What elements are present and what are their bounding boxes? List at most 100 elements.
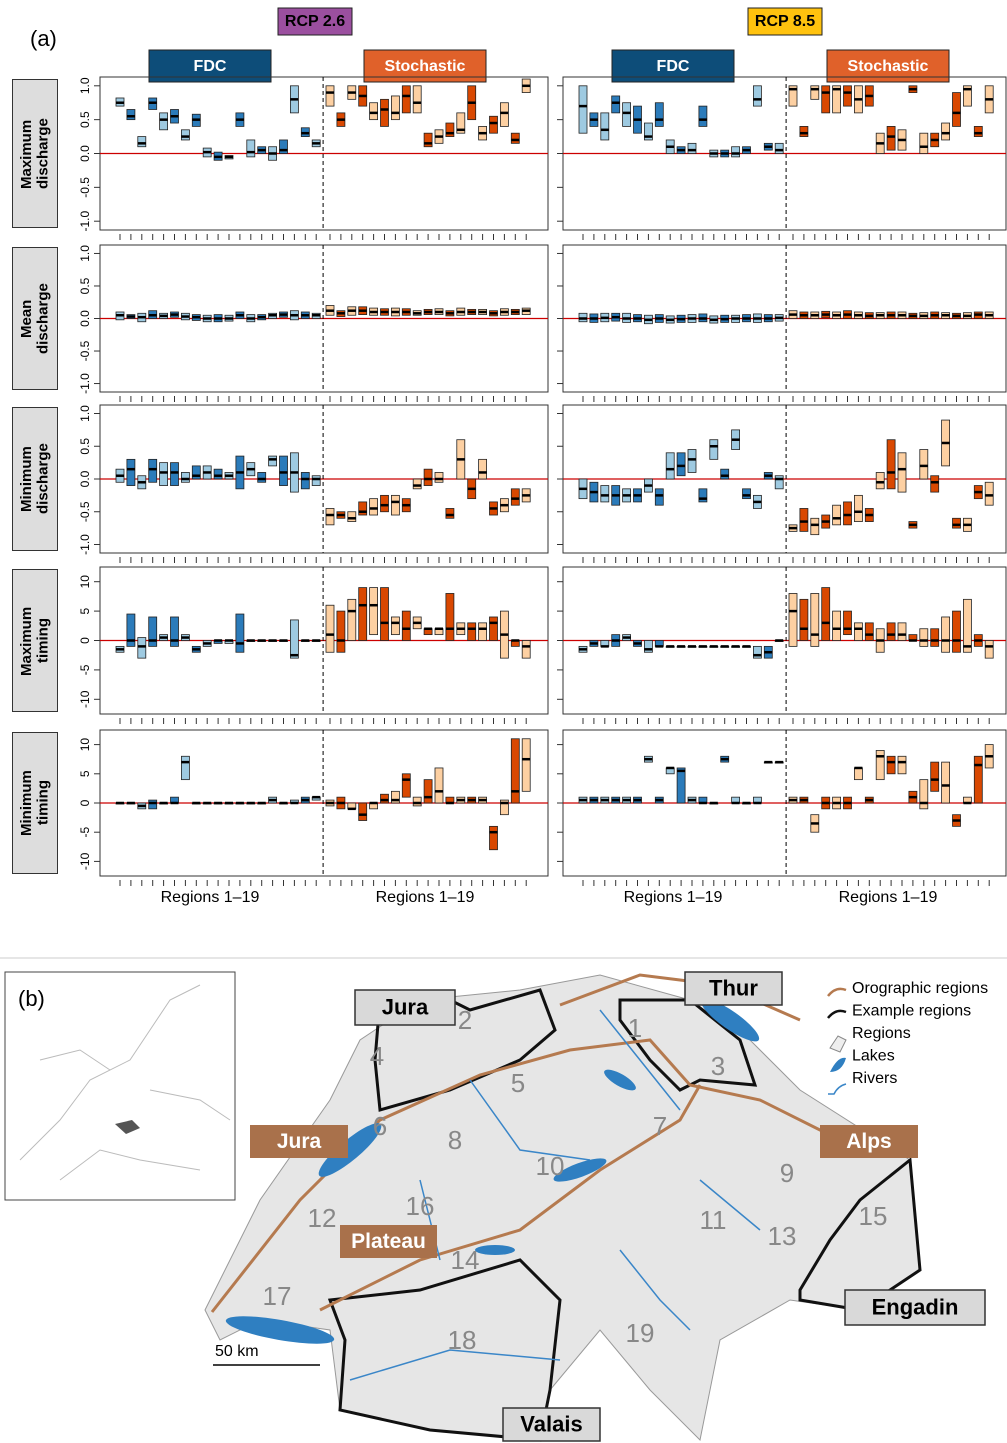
box xyxy=(985,641,993,659)
box xyxy=(920,450,928,479)
row-label-box: Minimum timing xyxy=(12,732,58,874)
box xyxy=(381,588,389,641)
x-axis-label: Regions 1–19 xyxy=(161,889,260,906)
region-number: 13 xyxy=(768,1221,797,1251)
example-region-label: Jura xyxy=(382,994,429,1019)
box xyxy=(348,512,356,522)
box xyxy=(402,86,410,113)
box xyxy=(138,137,146,147)
box xyxy=(666,453,674,479)
box xyxy=(214,469,222,479)
box xyxy=(181,130,189,140)
box xyxy=(655,489,663,505)
box xyxy=(688,450,696,473)
box xyxy=(424,133,432,147)
box xyxy=(753,86,761,106)
box xyxy=(258,472,266,482)
region-number: 19 xyxy=(626,1318,655,1348)
x-axis-label: Regions 1–19 xyxy=(376,889,475,906)
orographic-region-label: Alps xyxy=(846,1130,892,1153)
box xyxy=(942,123,950,140)
box xyxy=(822,86,830,113)
box xyxy=(898,756,906,774)
box xyxy=(985,482,993,505)
box xyxy=(775,476,783,489)
box xyxy=(844,86,852,106)
box xyxy=(490,826,498,849)
box xyxy=(359,803,367,821)
box xyxy=(381,99,389,126)
legend-label: Example regions xyxy=(852,1003,971,1020)
y-tick-label: 0.0 xyxy=(78,470,92,487)
y-tick-label: -0.5 xyxy=(78,340,92,361)
y-tick-label: 10 xyxy=(78,738,92,752)
row-label-box: Mean discharge xyxy=(12,247,58,390)
box xyxy=(800,508,808,531)
region-number: 3 xyxy=(711,1051,725,1081)
box xyxy=(413,797,421,806)
box xyxy=(424,469,432,485)
figure: (a) 50 km (b) 12345678910111213141516171… xyxy=(0,0,1007,1443)
box xyxy=(974,756,982,803)
box xyxy=(974,126,982,136)
box xyxy=(500,103,508,127)
box xyxy=(789,593,797,646)
panel-label: (a) xyxy=(30,26,57,51)
y-tick-label: 1.0 xyxy=(78,405,92,422)
y-tick-label: 0 xyxy=(78,637,92,644)
box xyxy=(247,140,255,157)
box xyxy=(833,505,841,525)
region-number: 6 xyxy=(373,1111,387,1141)
box xyxy=(468,623,476,641)
y-tick-label: -10 xyxy=(78,690,92,708)
box xyxy=(424,780,432,803)
row-label: Minimum timing xyxy=(19,753,52,853)
row-label-box: Maximum timing xyxy=(12,569,58,712)
row-label: Maximum timing xyxy=(19,591,52,691)
y-tick-label: -1.0 xyxy=(78,534,92,555)
example-region-label: Engadin xyxy=(872,1294,959,1319)
figure-canvas: (a) 50 km (b) 12345678910111213141516171… xyxy=(0,0,1007,1443)
box xyxy=(931,476,939,492)
box xyxy=(490,116,498,133)
box xyxy=(920,133,928,153)
box xyxy=(811,593,819,646)
region-number: 17 xyxy=(263,1281,292,1311)
box xyxy=(402,774,410,797)
y-tick-label: 0.0 xyxy=(78,310,92,327)
box xyxy=(963,599,971,652)
box xyxy=(326,86,334,106)
region-number: 2 xyxy=(458,1005,472,1035)
box xyxy=(511,133,519,143)
box xyxy=(446,123,454,137)
box xyxy=(920,629,928,647)
row-label-box: Minimum discharge xyxy=(12,407,58,551)
legend-icon xyxy=(830,1036,846,1052)
box xyxy=(511,739,519,803)
box xyxy=(359,588,367,641)
x-axis-label: Regions 1–19 xyxy=(839,889,938,906)
box xyxy=(326,605,334,652)
box xyxy=(370,588,378,635)
y-tick-label: 5 xyxy=(78,770,92,777)
box xyxy=(413,479,421,489)
box xyxy=(326,508,334,524)
box xyxy=(446,508,454,518)
box xyxy=(811,86,819,100)
method-label: Stochastic xyxy=(385,58,466,75)
method-label: FDC xyxy=(194,58,227,75)
box xyxy=(931,762,939,791)
box xyxy=(623,103,631,127)
row-label: Minimum discharge xyxy=(19,429,52,529)
box xyxy=(833,611,841,640)
box xyxy=(301,472,309,488)
box xyxy=(370,499,378,515)
box xyxy=(413,86,421,113)
y-tick-label: -5 xyxy=(78,827,92,838)
box xyxy=(479,459,487,479)
row-label: Maximum discharge xyxy=(19,104,52,204)
box xyxy=(522,641,530,659)
box xyxy=(887,756,895,774)
region-number: 5 xyxy=(511,1068,525,1098)
box xyxy=(511,489,519,505)
